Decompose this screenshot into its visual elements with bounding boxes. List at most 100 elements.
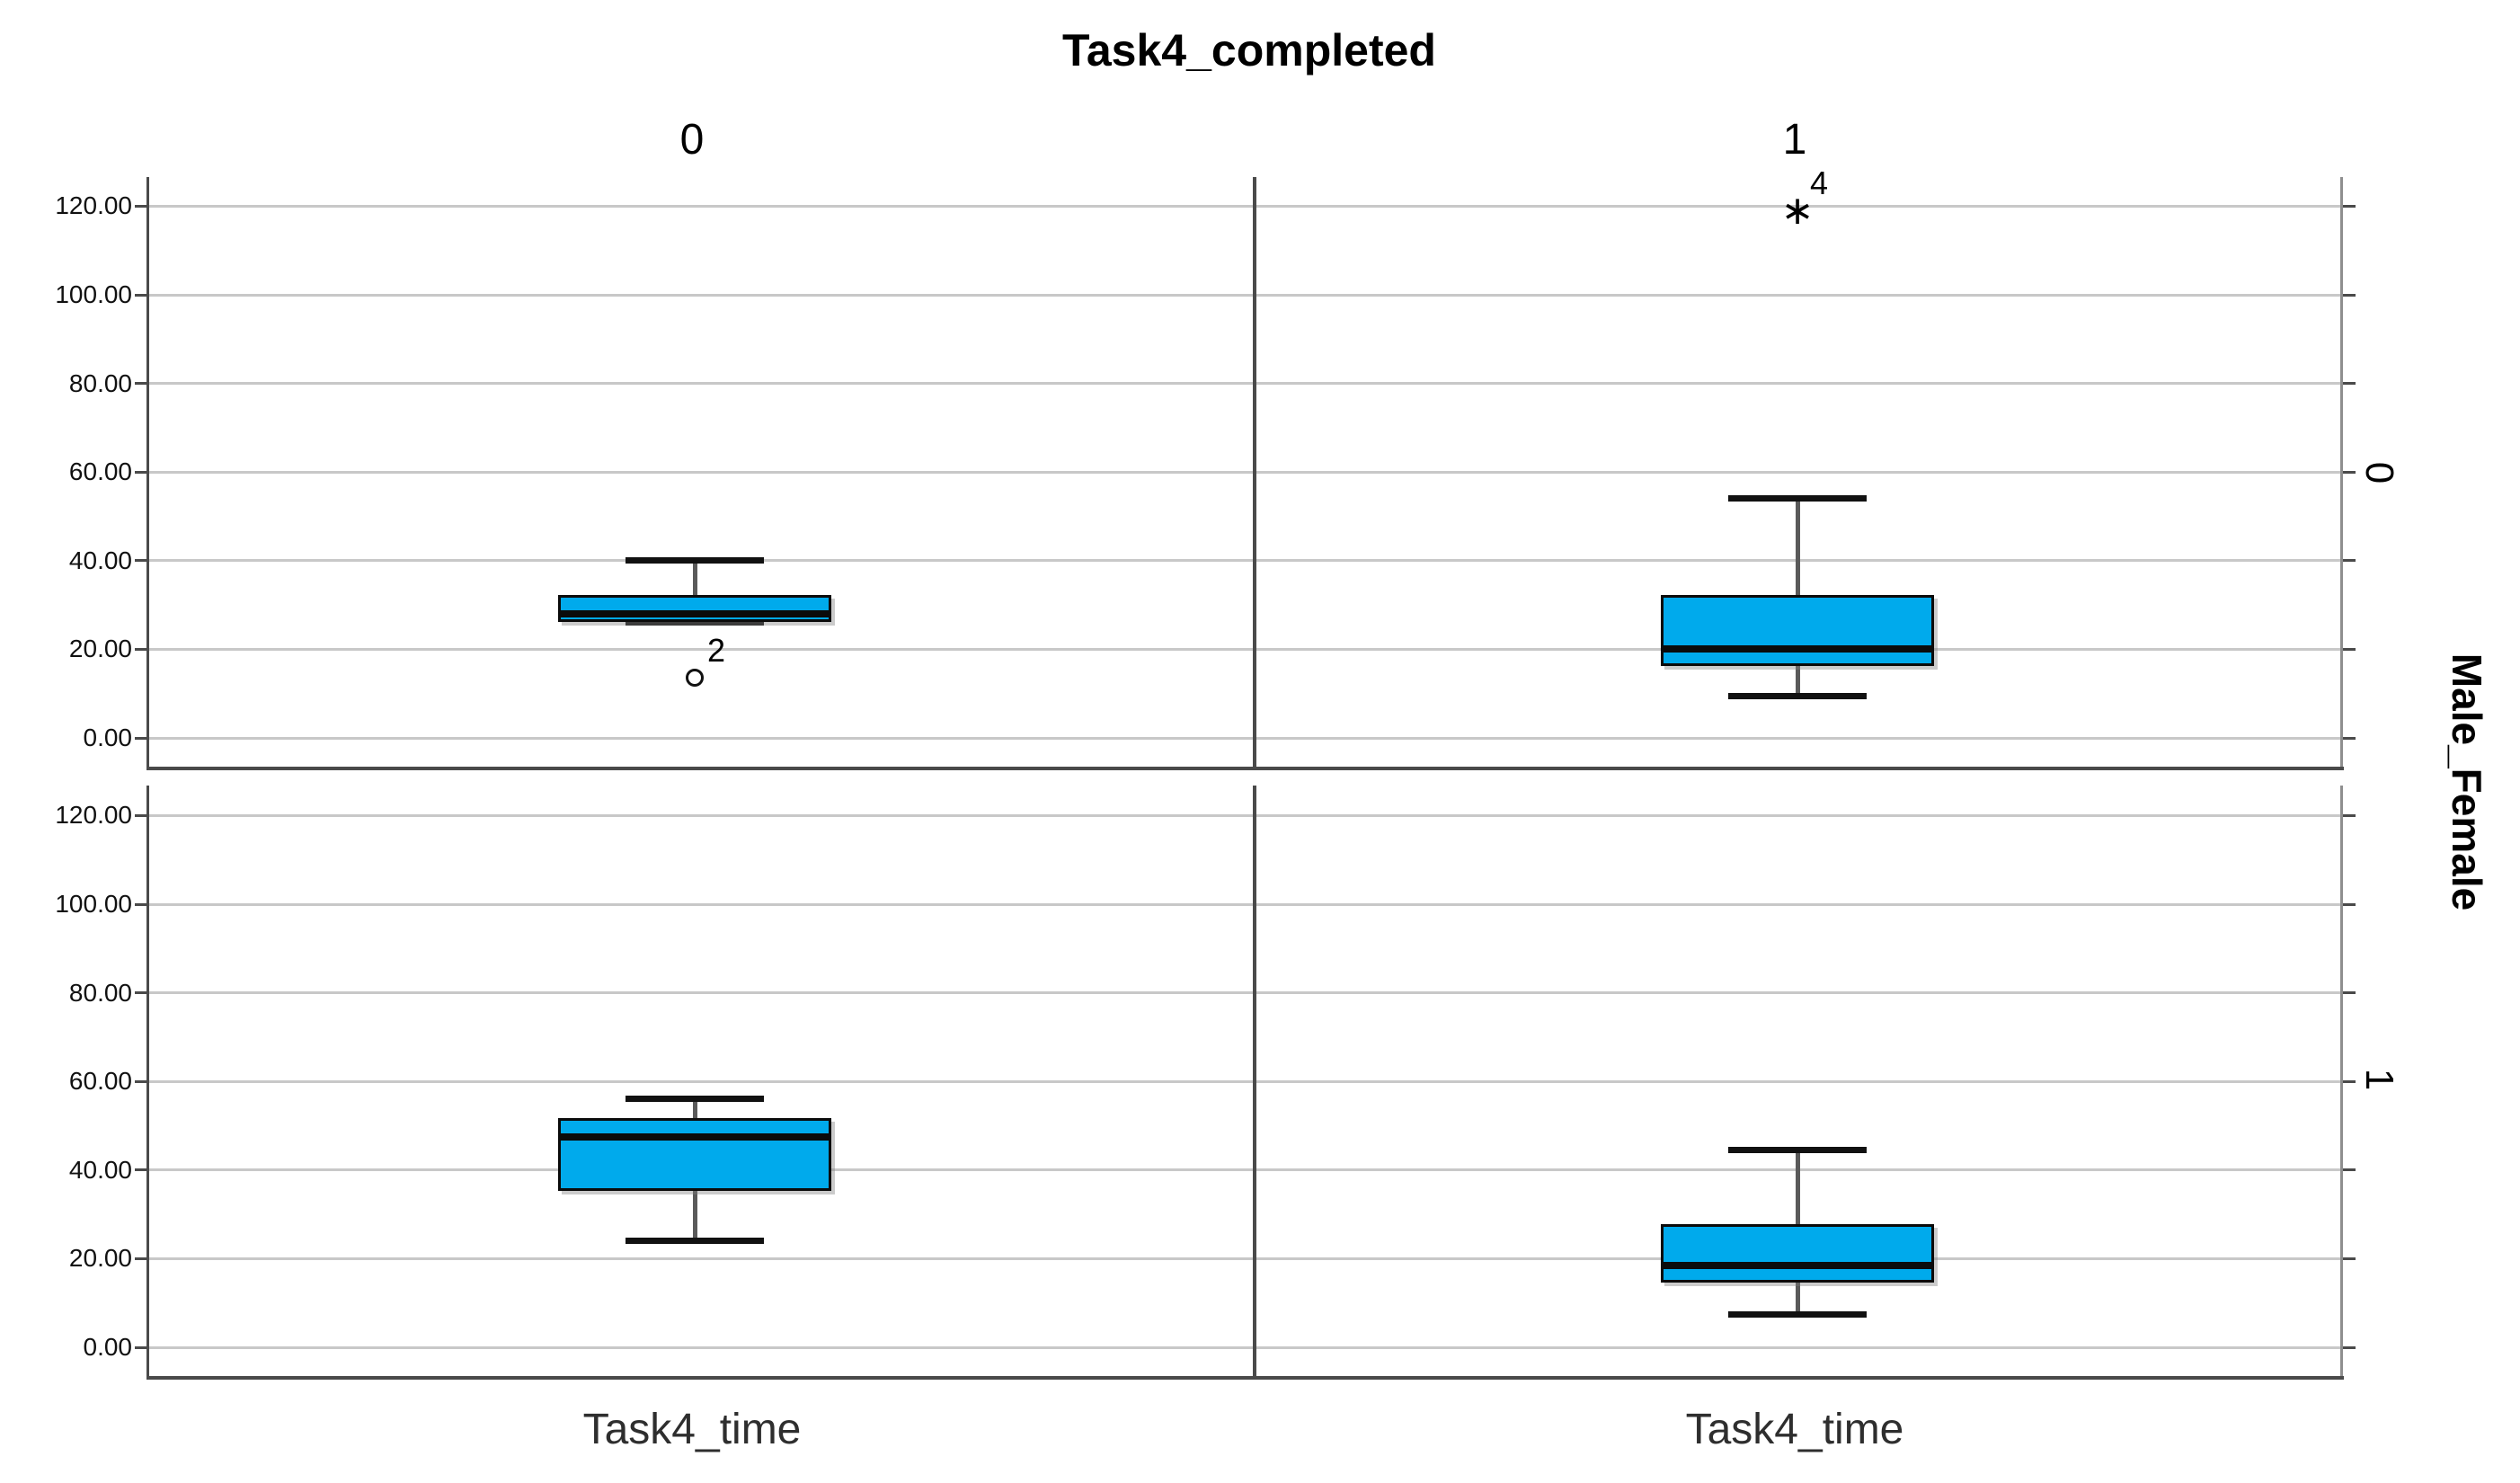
gridline-y40	[147, 559, 2340, 563]
panel-c1-r1-upper-whisker-cap	[1728, 1147, 1867, 1154]
panel-c0-r0-outlier-circle-marker	[686, 669, 704, 688]
panel-c1-r0-upper-whisker	[1795, 498, 1800, 597]
panel-c0-r1-median-line	[558, 1132, 831, 1141]
panel-c0-r0-median-line	[558, 609, 831, 617]
panel-c0-r1-upper-whisker-cap	[626, 1096, 764, 1103]
gridline-y60	[147, 470, 2340, 474]
y-axis-tick-left	[135, 1079, 147, 1083]
row-header-0-container: 0	[2347, 441, 2410, 504]
panel-c0-r0-lower-whisker-cap	[626, 619, 764, 626]
y-tick-label: 100.00	[55, 280, 132, 308]
gridline-y100	[147, 902, 2340, 906]
y-axis-tick-left	[135, 1257, 147, 1260]
y-axis-tick-right	[2343, 470, 2356, 474]
y-tick-label: 0.00	[83, 1333, 133, 1361]
panel-c0-r0-outlier-label: 2	[707, 632, 726, 670]
y-axis-tick-right	[2343, 1257, 2356, 1260]
y-tick-label: 80.00	[68, 978, 132, 1007]
y-axis-tick-left	[135, 1345, 147, 1349]
gridline-y80	[147, 382, 2340, 386]
panel-c1-r1-lower-whisker	[1795, 1281, 1800, 1315]
y-axis-tick-left	[135, 813, 147, 817]
y-tick-label: 60.00	[68, 457, 132, 486]
row-header-0: 0	[2356, 461, 2401, 484]
panel-divider-line	[1253, 786, 1256, 1376]
panel-c1-r0-outlier-label: 4	[1810, 164, 1829, 202]
y-axis-tick-left	[135, 470, 147, 474]
panel-c1-r1-iqr-box	[1661, 1223, 1934, 1283]
panel-c1-r0-outlier-asterisk-marker: ∗	[1780, 188, 1815, 233]
gridline-y100	[147, 293, 2340, 297]
gridline-y120	[147, 813, 2340, 817]
y-axis-tick-left	[135, 382, 147, 386]
panel-c0-r1-upper-whisker	[692, 1098, 697, 1120]
y-tick-label: 60.00	[68, 1067, 132, 1096]
y-axis-tick-left	[135, 204, 147, 208]
column-header-1: 1	[1782, 116, 1807, 164]
panel-c0-r1-lower-whisker-cap	[626, 1238, 764, 1245]
panel-c0-r0-iqr-box	[558, 594, 831, 622]
y-axis-line	[146, 177, 149, 767]
y-axis-tick-right	[2343, 1168, 2356, 1172]
panel-c0-r1-lower-whisker	[692, 1189, 697, 1241]
panel-c1-r0-upper-whisker-cap	[1728, 495, 1867, 502]
y-axis-tick-right	[2343, 293, 2356, 297]
y-tick-label: 40.00	[68, 546, 132, 574]
panel-c1-r1-upper-whisker	[1795, 1150, 1800, 1226]
panel-right-edge-line	[2340, 177, 2343, 767]
y-tick-label: 80.00	[68, 369, 132, 397]
gridline-y20	[147, 1257, 2340, 1260]
y-tick-label: 120.00	[55, 801, 132, 830]
y-axis-tick-right	[2343, 559, 2356, 563]
panel-c0-r1-iqr-box	[558, 1117, 831, 1192]
y-tick-label: 40.00	[68, 1155, 132, 1184]
row-header-1: 1	[2356, 1068, 2401, 1091]
panel-bottom-border	[146, 1376, 2344, 1380]
y-axis-tick-right	[2343, 1079, 2356, 1083]
chart-title: Task4_completed	[1062, 25, 1436, 75]
y-axis-tick-right	[2343, 902, 2356, 906]
panel-c1-r0-lower-whisker-cap	[1728, 692, 1867, 699]
panel-c0-r0-upper-whisker	[692, 560, 697, 597]
gridline-y60	[147, 1079, 2340, 1083]
y-axis-tick-right	[2343, 382, 2356, 386]
column-header-0: 0	[679, 116, 705, 164]
y-tick-label: 20.00	[68, 1244, 132, 1273]
row-axis-title-container: Male_Female	[2440, 602, 2494, 962]
y-axis-tick-left	[135, 293, 147, 297]
y-axis-tick-left	[135, 902, 147, 906]
y-axis-tick-left	[135, 559, 147, 563]
panel-c1-r0-median-line	[1661, 645, 1934, 653]
gridline-y20	[147, 647, 2340, 651]
panel-right-edge-line	[2340, 786, 2343, 1376]
x-axis-label-right: Task4_time	[1685, 1406, 1904, 1453]
y-axis-tick-left	[135, 647, 147, 651]
y-axis-tick-left	[135, 736, 147, 740]
y-axis-tick-right	[2343, 204, 2356, 208]
y-axis-tick-left	[135, 991, 147, 995]
y-axis-tick-right	[2343, 991, 2356, 995]
row-axis-title: Male_Female	[2444, 653, 2491, 911]
panel-c1-r1-lower-whisker-cap	[1728, 1310, 1867, 1318]
panel-c0-r0-upper-whisker-cap	[626, 557, 764, 564]
row-header-1-container: 1	[2347, 1048, 2410, 1111]
panel-c1-r1-median-line	[1661, 1261, 1934, 1269]
y-tick-label: 100.00	[55, 890, 132, 918]
panel-divider-line	[1253, 177, 1256, 767]
y-axis-tick-right	[2343, 647, 2356, 651]
panel-c1-r0-iqr-box	[1661, 594, 1934, 667]
y-axis-tick-right	[2343, 736, 2356, 740]
panel-bottom-border	[146, 767, 2344, 770]
gridline-y80	[147, 991, 2340, 995]
y-tick-label: 120.00	[55, 191, 132, 220]
gridline-y0	[147, 1345, 2340, 1349]
x-axis-label-left: Task4_time	[582, 1406, 802, 1453]
y-axis-tick-left	[135, 1168, 147, 1172]
y-tick-label: 0.00	[83, 724, 133, 751]
panel-c1-r0-lower-whisker	[1795, 664, 1800, 697]
gridline-y40	[147, 1168, 2340, 1172]
y-tick-label: 20.00	[68, 635, 132, 663]
gridline-y0	[147, 736, 2340, 740]
